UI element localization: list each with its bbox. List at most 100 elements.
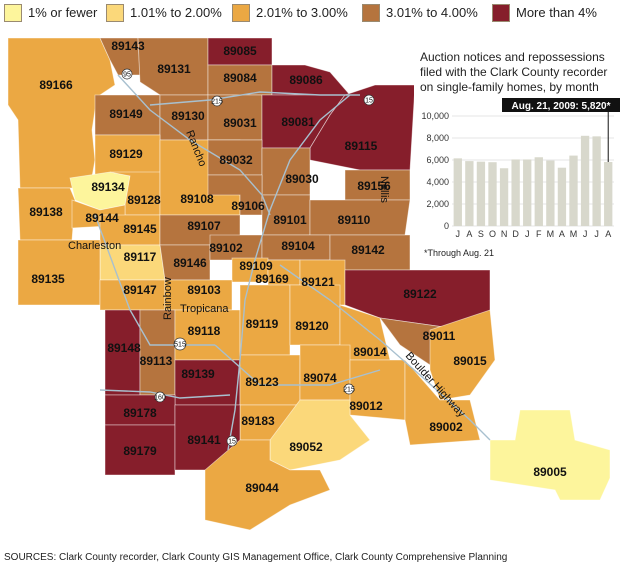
- zip-label: 89103: [187, 283, 221, 297]
- legend-label: 2.01% to 3.00%: [256, 5, 348, 20]
- zip-label: 89086: [289, 73, 323, 87]
- y-tick-label: 8,000: [426, 133, 449, 143]
- zip-label: 89117: [124, 250, 157, 264]
- bar: [604, 161, 613, 226]
- x-tick-label: F: [536, 229, 542, 239]
- zip-label: 89178: [123, 406, 157, 420]
- y-tick-label: 10,000: [421, 111, 449, 121]
- road-label-charleston: Charleston: [68, 240, 121, 252]
- legend-swatch: [4, 4, 22, 22]
- sources-credit: SOURCES: Clark County recorder, Clark Co…: [4, 552, 508, 563]
- y-tick-label: 2,000: [426, 199, 449, 209]
- legend-swatch: [232, 4, 250, 22]
- zip-label: 89104: [281, 239, 315, 253]
- zip-label: 89081: [281, 115, 315, 129]
- zip-label: 89146: [173, 256, 207, 270]
- road-160: [99, 389, 231, 399]
- zip-label: 89141: [187, 433, 221, 447]
- bar: [465, 161, 474, 226]
- road-label-nellis: Nellis: [378, 176, 390, 203]
- zip-label: 89011: [423, 329, 456, 343]
- legend-label: 1% or fewer: [28, 5, 98, 20]
- zip-label: 89005: [533, 465, 567, 479]
- zip-label: 89166: [39, 78, 73, 92]
- chart-footnote: *Through Aug. 21: [424, 248, 495, 258]
- highway-shields: 95 215 15 515 215 160 15: [121, 68, 375, 447]
- svg-text:160: 160: [154, 395, 166, 402]
- road-us-95-north: [117, 74, 271, 216]
- region-89005: [489, 409, 611, 501]
- zip-label: 89074: [303, 371, 337, 385]
- zip-label: 89145: [123, 222, 157, 236]
- svg-text:215: 215: [343, 387, 355, 394]
- legend-label: 1.01% to 2.00%: [130, 5, 222, 20]
- zip-labels: 89143 89085 89166 89131 89084 89086 8914…: [29, 39, 567, 495]
- bar: [534, 157, 543, 226]
- callout-label: Aug. 21, 2009: 5,820*: [512, 101, 611, 112]
- legend-label: 3.01% to 4.00%: [386, 5, 478, 20]
- zip-label: 89014: [353, 345, 387, 359]
- x-tick-label: A: [605, 229, 611, 239]
- region-89086: [271, 64, 351, 96]
- bar: [453, 158, 462, 226]
- bar: [557, 167, 567, 226]
- shield-95-icon: 95: [121, 68, 133, 80]
- zip-label: 89169: [255, 272, 289, 286]
- road-boulder-hwy: [279, 264, 491, 441]
- y-tick-label: 6,000: [426, 155, 449, 165]
- zip-label: 89121: [301, 275, 335, 289]
- zip-label: 89139: [181, 367, 215, 381]
- bar: [499, 168, 509, 226]
- zip-label: 89179: [123, 444, 157, 458]
- zip-label: 89131: [157, 62, 191, 76]
- zip-label: 89120: [295, 319, 329, 333]
- region-89179: [104, 424, 176, 476]
- bar: [523, 159, 532, 226]
- zip-label: 89084: [223, 71, 257, 85]
- zip-label: 89144: [85, 211, 119, 225]
- zip-label: 89135: [31, 272, 65, 286]
- zip-label: 89044: [245, 481, 279, 495]
- zip-label: 89052: [289, 440, 323, 454]
- svg-text:95: 95: [123, 72, 131, 79]
- bar: [546, 160, 555, 226]
- zip-label: 89012: [349, 399, 383, 413]
- zip-label: 89110: [338, 213, 371, 227]
- road-label-rainbow: Rainbow: [162, 277, 174, 320]
- road-i15-north: [244, 94, 351, 301]
- zip-label: 89031: [223, 116, 257, 130]
- zip-label: 89130: [171, 109, 205, 123]
- region-89113: [139, 309, 176, 396]
- zip-label: 89113: [140, 354, 173, 368]
- y-tick-label: 0: [444, 221, 449, 231]
- x-tick-label: A: [466, 229, 472, 239]
- svg-text:515: 515: [174, 342, 186, 349]
- x-tick-label: D: [512, 229, 519, 239]
- legend-label: More than 4%: [516, 5, 597, 20]
- zip-label: 89134: [91, 180, 125, 194]
- bar: [488, 162, 497, 226]
- legend-swatch: [362, 4, 380, 22]
- zip-label: 89106: [231, 199, 265, 213]
- zip-label: 89143: [111, 39, 145, 53]
- zip-label: 89149: [109, 107, 143, 121]
- x-tick-label: J: [594, 229, 599, 239]
- zip-label: 89107: [187, 219, 221, 233]
- region-89002: [404, 358, 481, 446]
- x-tick-label: N: [501, 229, 508, 239]
- x-tick-label: J: [583, 229, 588, 239]
- zip-label: 89101: [273, 213, 307, 227]
- roads: [94, 74, 491, 451]
- y-tick-label: 4,000: [426, 177, 449, 187]
- svg-text:215: 215: [211, 99, 223, 106]
- zip-label: 89142: [351, 243, 385, 257]
- zip-label: 89002: [429, 420, 463, 434]
- shield-515-icon: 515: [173, 337, 187, 351]
- zip-label: 89147: [123, 283, 157, 297]
- zip-label: 89118: [188, 324, 221, 338]
- zip-label: 89148: [107, 341, 141, 355]
- road-label-tropicana: Tropicana: [180, 303, 229, 315]
- callout-box: [502, 98, 620, 112]
- x-tick-label: J: [525, 229, 530, 239]
